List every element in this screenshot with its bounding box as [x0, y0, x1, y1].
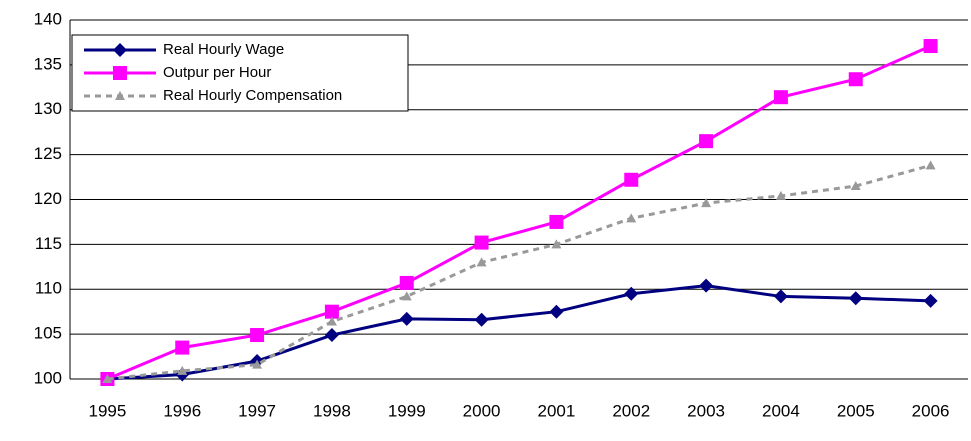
marker	[113, 66, 127, 80]
y-tick-label: 140	[34, 9, 62, 28]
marker	[102, 374, 113, 383]
legend: Real Hourly Wage Outpur per Hour Real Hour…	[71, 34, 409, 112]
marker	[113, 43, 127, 57]
y-tick-label: 120	[34, 189, 62, 208]
marker	[175, 340, 190, 355]
marker	[549, 214, 564, 229]
marker	[848, 72, 863, 87]
marker	[399, 311, 414, 326]
marker	[626, 213, 637, 223]
marker	[474, 312, 489, 327]
series-line	[107, 284, 931, 381]
marker	[177, 365, 188, 375]
marker	[476, 257, 487, 267]
x-tick-label: 1995	[89, 401, 127, 420]
series-line	[107, 163, 931, 381]
y-tick-label: 115	[35, 234, 62, 253]
x-tick-label: 1998	[313, 401, 351, 420]
marker	[925, 160, 936, 170]
x-tick-label: 2006	[912, 401, 950, 420]
y-tick-label: 105	[34, 324, 62, 343]
x-tick-label: 2003	[687, 401, 725, 420]
legend-label: Outpur per Hour	[163, 64, 271, 81]
marker	[624, 286, 639, 301]
marker	[324, 304, 339, 319]
marker	[699, 278, 714, 293]
marker	[848, 291, 863, 306]
marker	[326, 316, 337, 326]
y-tick-label: 135	[34, 54, 62, 73]
marker	[401, 291, 412, 301]
marker	[773, 289, 788, 304]
y-tick-label: 130	[34, 99, 62, 118]
x-tick-label: 2001	[538, 401, 576, 420]
marker	[624, 172, 639, 187]
marker	[551, 239, 562, 249]
series-line	[106, 44, 932, 381]
y-tick-label: 125	[34, 144, 62, 163]
marker	[252, 359, 263, 369]
marker	[701, 198, 712, 208]
marker	[115, 91, 125, 100]
marker	[324, 328, 339, 343]
marker	[775, 190, 786, 200]
legend-label: Real Hourly Compensation	[163, 87, 342, 104]
marker	[699, 134, 714, 149]
x-tick-label: 2005	[837, 401, 875, 420]
marker	[773, 90, 788, 105]
y-tick-label: 110	[35, 279, 62, 298]
marker	[250, 328, 265, 343]
x-tick-label: 1999	[388, 401, 426, 420]
legend-label: Real Hourly Wage	[163, 41, 284, 58]
x-tick-label: 1997	[238, 401, 276, 420]
marker	[923, 293, 938, 308]
x-tick-label: 2000	[463, 401, 501, 420]
x-tick-label: 2004	[762, 401, 800, 420]
marker	[474, 235, 489, 250]
x-tick-label: 2002	[612, 401, 650, 420]
marker	[549, 304, 564, 319]
y-tick-label: 100	[34, 368, 62, 387]
marker	[923, 39, 938, 54]
marker	[850, 181, 861, 191]
x-tick-label: 1996	[163, 401, 201, 420]
marker	[399, 275, 414, 290]
